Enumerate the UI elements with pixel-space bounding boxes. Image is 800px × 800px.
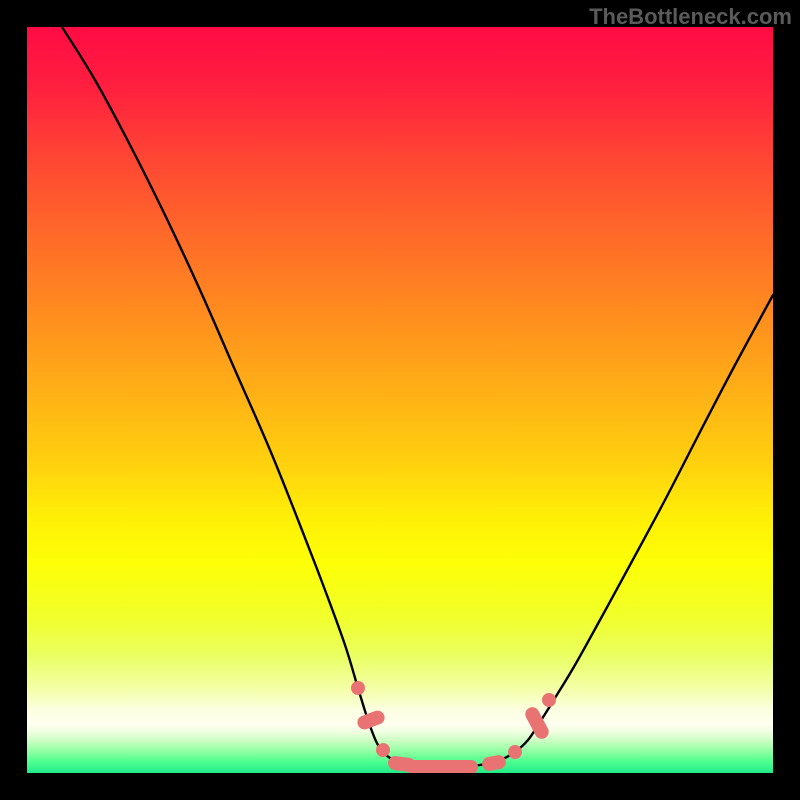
chart-container: TheBottleneck.com xyxy=(0,0,800,800)
watermark-text: TheBottleneck.com xyxy=(589,4,792,30)
plot-area xyxy=(27,27,773,773)
